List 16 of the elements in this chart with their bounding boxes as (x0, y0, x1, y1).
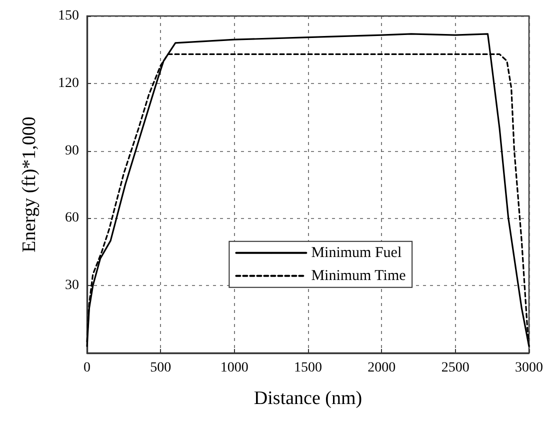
y-tick-label: 90 (65, 143, 79, 158)
y-tick-label: 120 (58, 76, 79, 91)
y-tick-label: 60 (65, 210, 79, 226)
x-tick-label: 1500 (294, 360, 322, 376)
x-tick-label: 0 (84, 360, 90, 376)
x-axis-title: Distance (nm) (254, 388, 362, 409)
y-tick-label: 150 (58, 8, 79, 24)
legend-label: Minimum Fuel (311, 244, 402, 261)
x-tick-label: 500 (150, 360, 172, 376)
y-tick-label: 30 (65, 278, 79, 294)
x-tick-label: 2000 (368, 360, 396, 376)
x-tick-label: 2500 (441, 360, 470, 376)
legend-label: Minimum Time (311, 268, 406, 284)
x-tick-label: 1000 (220, 360, 248, 376)
y-axis-title: Energy (ft)*1,000 (19, 116, 40, 252)
x-tick-label: 3000 (515, 360, 543, 376)
